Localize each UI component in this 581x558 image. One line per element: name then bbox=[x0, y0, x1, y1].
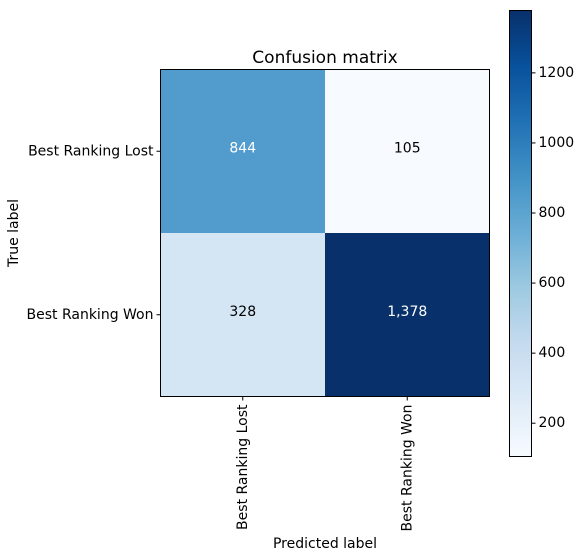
y-tick-label: Best Ranking Lost bbox=[28, 143, 154, 159]
colorbar-tick-label: 800 bbox=[539, 205, 566, 221]
x-tick-label: Best Ranking Won bbox=[399, 405, 415, 532]
colorbar-tick-label: 400 bbox=[539, 345, 566, 361]
plot-frame bbox=[160, 69, 490, 397]
heatmap-cell bbox=[325, 233, 490, 397]
heatmap-cell-label: 328 bbox=[229, 304, 256, 320]
colorbar-tick-label: 200 bbox=[539, 415, 566, 431]
colorbar-tick-label: 600 bbox=[539, 275, 566, 291]
heatmap-cells bbox=[160, 69, 490, 397]
x-tick-label: Best Ranking Lost bbox=[235, 404, 251, 530]
colorbar-ticks: 200 400 600 800 1000 1200 bbox=[531, 65, 575, 431]
heatmap-cell bbox=[160, 233, 326, 397]
colorbar-tick-label: 1000 bbox=[539, 135, 575, 151]
y-axis-label: True label bbox=[6, 199, 22, 268]
heatmap-cell-label: 1,378 bbox=[387, 304, 427, 320]
colorbar bbox=[509, 10, 532, 457]
heatmap-cell bbox=[325, 69, 490, 234]
heatmap-cell-label: 844 bbox=[229, 140, 256, 156]
heatmap-cell-label: 105 bbox=[394, 140, 421, 156]
x-axis-ticks: Best Ranking Lost Best Ranking Won bbox=[235, 396, 415, 532]
heatmap-cell bbox=[160, 69, 326, 234]
chart-title: Confusion matrix bbox=[252, 48, 397, 68]
y-axis-ticks: Best Ranking Lost Best Ranking Won bbox=[27, 143, 161, 323]
y-tick-label: Best Ranking Won bbox=[27, 307, 154, 323]
colorbar-tick-label: 1200 bbox=[539, 65, 575, 81]
heatmap-cell-labels: 844 105 328 1,378 bbox=[229, 140, 427, 320]
x-axis-label: Predicted label bbox=[273, 536, 377, 552]
